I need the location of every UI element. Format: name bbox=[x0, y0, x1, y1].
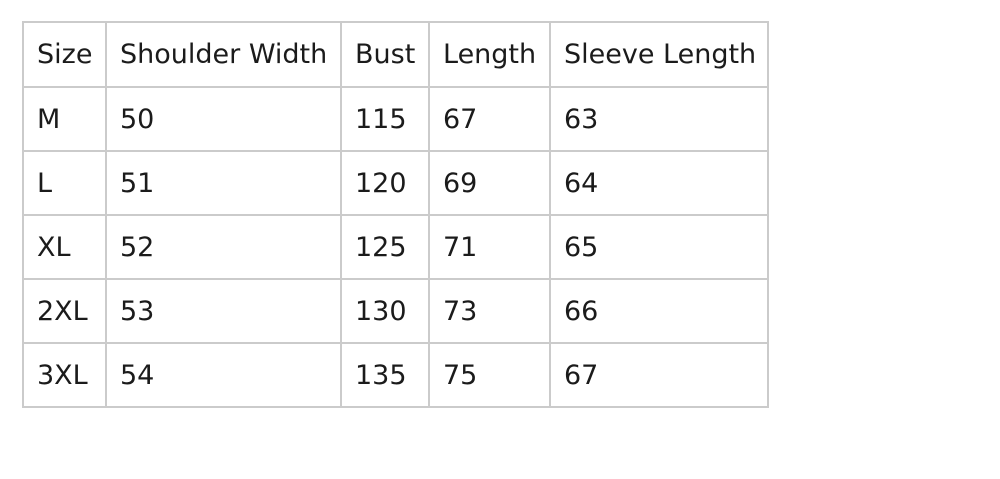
size-chart-table: Size Shoulder Width Bust Length Sleeve L… bbox=[22, 21, 769, 408]
cell-length: 73 bbox=[428, 278, 551, 344]
cell-sleeve-length: 63 bbox=[549, 86, 769, 152]
table-row-2xl: 2XL 53 130 73 66 bbox=[22, 278, 769, 344]
header-cell-sleeve-length: Sleeve Length bbox=[549, 21, 769, 88]
cell-length: 71 bbox=[428, 214, 551, 280]
size-chart-container: Size Shoulder Width Bust Length Sleeve L… bbox=[22, 21, 769, 408]
cell-sleeve-length: 67 bbox=[549, 342, 769, 408]
cell-bust: 135 bbox=[340, 342, 430, 408]
cell-size: 2XL bbox=[22, 278, 107, 344]
header-cell-length: Length bbox=[428, 21, 551, 88]
cell-length: 69 bbox=[428, 150, 551, 216]
cell-size: M bbox=[22, 86, 107, 152]
cell-bust: 120 bbox=[340, 150, 430, 216]
cell-shoulder-width: 53 bbox=[105, 278, 342, 344]
header-cell-bust: Bust bbox=[340, 21, 430, 88]
cell-bust: 130 bbox=[340, 278, 430, 344]
header-cell-size: Size bbox=[22, 21, 107, 88]
cell-length: 75 bbox=[428, 342, 551, 408]
cell-shoulder-width: 52 bbox=[105, 214, 342, 280]
cell-sleeve-length: 65 bbox=[549, 214, 769, 280]
cell-size: 3XL bbox=[22, 342, 107, 408]
table-row-m: M 50 115 67 63 bbox=[22, 86, 769, 152]
cell-sleeve-length: 66 bbox=[549, 278, 769, 344]
table-row-3xl: 3XL 54 135 75 67 bbox=[22, 342, 769, 408]
cell-shoulder-width: 50 bbox=[105, 86, 342, 152]
cell-shoulder-width: 51 bbox=[105, 150, 342, 216]
table-header-row: Size Shoulder Width Bust Length Sleeve L… bbox=[22, 21, 769, 88]
cell-shoulder-width: 54 bbox=[105, 342, 342, 408]
header-cell-shoulder-width: Shoulder Width bbox=[105, 21, 342, 88]
cell-bust: 125 bbox=[340, 214, 430, 280]
cell-size: L bbox=[22, 150, 107, 216]
cell-bust: 115 bbox=[340, 86, 430, 152]
cell-size: XL bbox=[22, 214, 107, 280]
cell-sleeve-length: 64 bbox=[549, 150, 769, 216]
table-row-l: L 51 120 69 64 bbox=[22, 150, 769, 216]
table-row-xl: XL 52 125 71 65 bbox=[22, 214, 769, 280]
cell-length: 67 bbox=[428, 86, 551, 152]
